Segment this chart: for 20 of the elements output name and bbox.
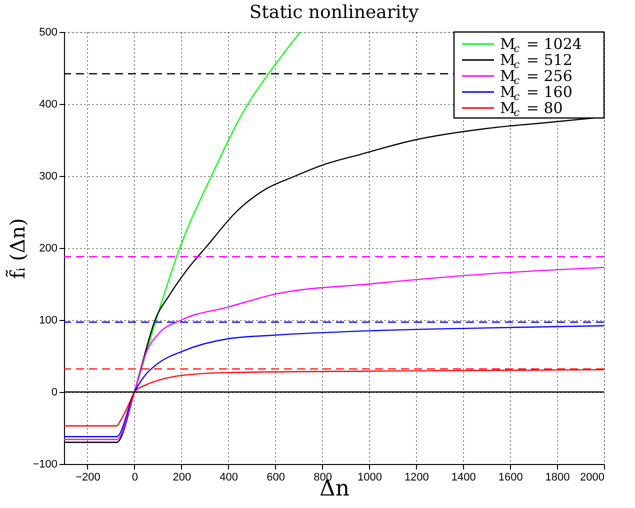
x-tick-label: 1800 <box>545 472 570 484</box>
chart-title: Static nonlinearity <box>249 2 420 23</box>
x-tick-label: −200 <box>76 472 100 484</box>
y-axis-title: f̃ᵢ (Δn) <box>5 218 30 279</box>
x-tick-label: 1000 <box>357 472 382 484</box>
x-tick-label: 1400 <box>451 472 476 484</box>
x-tick-label: 0 <box>132 472 138 484</box>
x-tick-label: 1200 <box>404 472 429 484</box>
y-tick-label: 300 <box>39 170 58 182</box>
y-tick-label: 0 <box>51 386 58 398</box>
y-tick-label: 100 <box>39 314 58 326</box>
x-tick-label: 200 <box>172 472 192 484</box>
y-tick-label: 500 <box>39 26 58 38</box>
y-tick-label: 400 <box>39 98 58 110</box>
x-tick-label: 2000 <box>580 472 604 484</box>
y-tick-label: −100 <box>32 458 58 470</box>
x-tick-label: 600 <box>266 472 285 484</box>
x-tick-label: 400 <box>220 472 238 484</box>
y-tick-label: 200 <box>39 242 58 254</box>
x-tick-label: 1600 <box>498 472 523 484</box>
